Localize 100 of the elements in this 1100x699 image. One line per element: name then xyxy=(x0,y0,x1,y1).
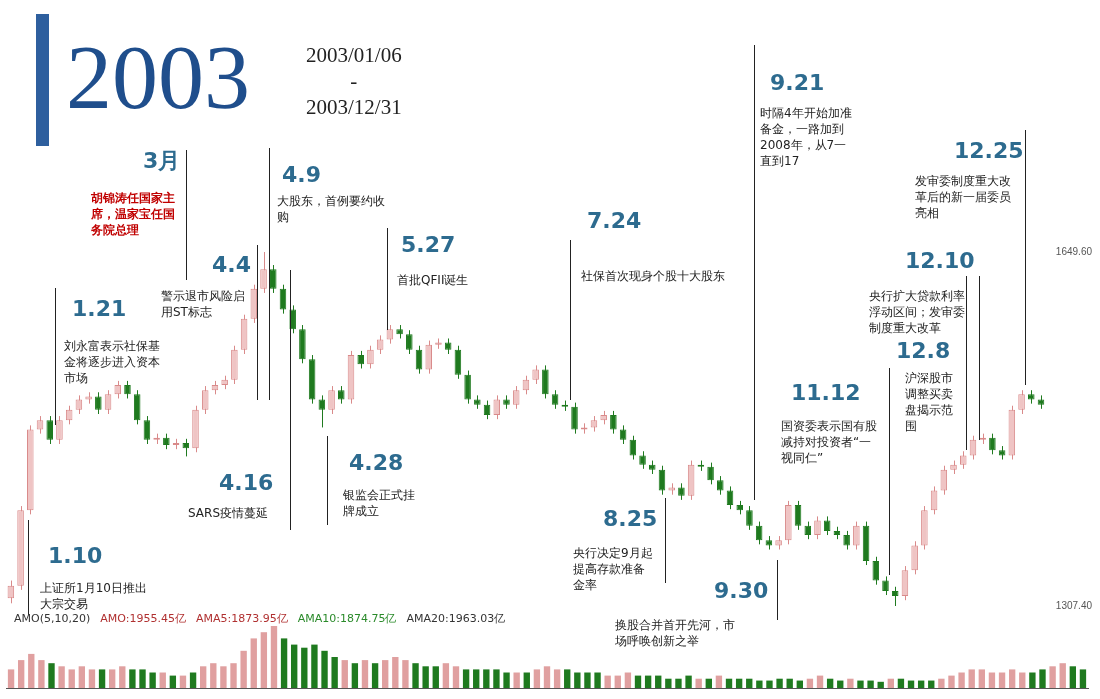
bar xyxy=(361,660,369,688)
annotation: 央行决定9月起提高存款准备金率 xyxy=(573,545,654,593)
bar xyxy=(847,678,854,688)
bar xyxy=(735,678,743,688)
bar xyxy=(1019,672,1026,688)
bar xyxy=(58,666,65,688)
bar xyxy=(988,672,996,688)
chart-title: 2003 xyxy=(66,25,250,130)
bar xyxy=(392,657,399,688)
bar xyxy=(119,666,126,688)
bar xyxy=(675,678,682,688)
bar xyxy=(402,660,409,688)
text: 4.9 xyxy=(282,162,321,187)
bar xyxy=(270,626,278,688)
candlestick xyxy=(512,385,520,410)
text: AMO:1955.45亿 xyxy=(100,612,186,626)
text: 胡锦涛任国家主席，温家宝任国务院总理 xyxy=(91,190,176,238)
bar xyxy=(1049,666,1056,688)
y-tick-label: 1307.40 xyxy=(1055,599,1093,611)
annotation: 9.30 xyxy=(714,578,769,603)
annotation: 4.16 xyxy=(219,470,274,495)
bar xyxy=(7,669,15,688)
bar xyxy=(260,632,268,688)
annotation: 警示退市风险启用ST标志 xyxy=(161,288,246,320)
bar xyxy=(644,675,652,688)
candlestick xyxy=(610,410,617,435)
bar xyxy=(48,663,55,688)
annotation: 4.28 xyxy=(349,450,404,475)
bar xyxy=(705,678,712,688)
annotation: 国资委表示国有股减持对投资者“一视同仁” xyxy=(781,418,878,466)
bar xyxy=(291,644,298,688)
bar xyxy=(1029,672,1036,688)
annotation: 银监会正式挂牌成立 xyxy=(343,487,416,519)
bar xyxy=(766,680,773,688)
candlestick xyxy=(425,340,433,375)
bar xyxy=(139,669,146,688)
bar xyxy=(17,660,25,688)
bar xyxy=(695,678,702,688)
candlestick xyxy=(717,475,724,496)
text: AMA5:1873.95亿 xyxy=(195,612,288,626)
bar xyxy=(129,669,136,688)
bar xyxy=(473,669,480,688)
candlestick xyxy=(464,370,471,405)
bar xyxy=(523,672,530,688)
annotation: 1.21 xyxy=(72,296,127,321)
candlestick xyxy=(891,586,899,607)
bar xyxy=(816,675,824,688)
bar xyxy=(321,650,328,688)
bar xyxy=(38,660,45,688)
bar xyxy=(553,669,561,688)
bar xyxy=(382,660,389,688)
candlestick xyxy=(707,462,714,485)
bar xyxy=(604,675,611,688)
candlestick xyxy=(386,324,394,345)
bar xyxy=(1059,663,1066,688)
bar xyxy=(189,672,197,688)
bar xyxy=(28,653,35,688)
candlestick xyxy=(367,345,374,369)
candlestick xyxy=(571,402,578,435)
bar xyxy=(1039,669,1046,688)
annotation: 沪深股市调整买卖盘揭示范围 xyxy=(905,370,954,434)
bar xyxy=(503,672,510,688)
bar xyxy=(725,678,733,688)
bar xyxy=(1008,669,1016,688)
bar xyxy=(776,678,783,688)
candlestick xyxy=(415,345,423,375)
candlestick xyxy=(542,364,549,399)
bar xyxy=(371,663,379,688)
annotation: 首批QFII诞生 xyxy=(397,272,470,288)
bar xyxy=(857,680,864,688)
bar xyxy=(493,669,500,688)
candlestick xyxy=(989,433,996,455)
annotation: 4.4 xyxy=(212,252,251,277)
bar xyxy=(108,669,116,688)
bar xyxy=(897,678,905,688)
candlestick xyxy=(1018,389,1025,415)
bar xyxy=(533,669,541,688)
candlestick xyxy=(551,389,559,410)
annotation: 央行扩大贷款利率浮动区间；发审委制度重大改革 xyxy=(869,288,966,336)
annotation: 刘永富表示社保基金将逐步进入资本市场 xyxy=(64,338,161,386)
annotation: 5.27 xyxy=(401,232,456,257)
bar xyxy=(968,669,975,688)
bar xyxy=(351,663,359,688)
bar xyxy=(422,666,429,688)
candlestick xyxy=(814,515,821,540)
bar xyxy=(806,678,814,688)
bar xyxy=(1079,669,1087,688)
bar xyxy=(452,666,460,688)
text: AMA20:1963.03亿 xyxy=(406,612,506,626)
candlestick xyxy=(104,389,112,415)
bar xyxy=(200,666,207,688)
bar xyxy=(786,678,793,688)
bar xyxy=(564,669,571,688)
text: 7.24 xyxy=(587,208,642,233)
chart-subtitle: 2003/01/06 - 2003/12/31 xyxy=(306,42,402,120)
bar xyxy=(948,675,955,688)
candlestick xyxy=(911,540,918,575)
text: 3月 xyxy=(143,147,181,175)
candlestick xyxy=(406,329,413,355)
annotation: 11.12 xyxy=(791,380,861,405)
